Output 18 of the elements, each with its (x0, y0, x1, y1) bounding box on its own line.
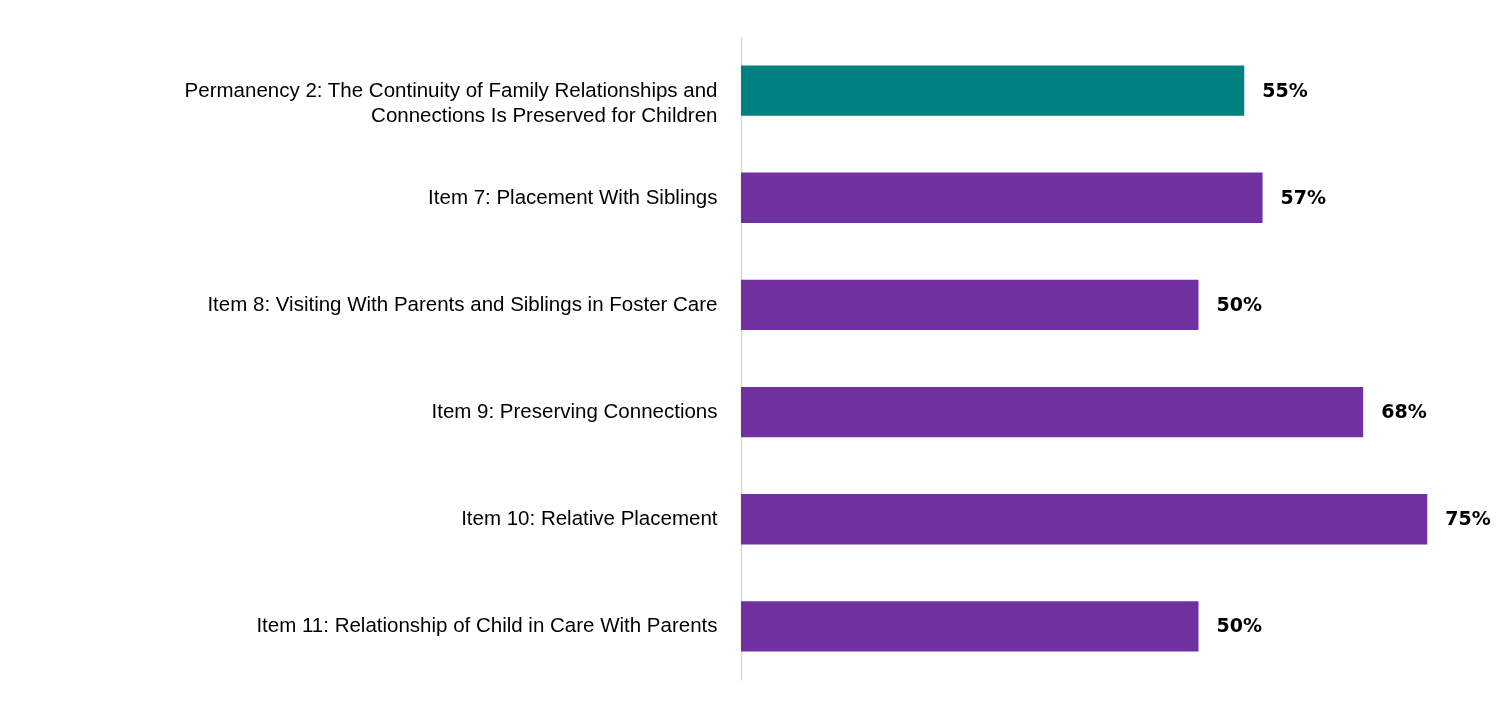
data-label: 75% (1445, 507, 1491, 530)
bar (741, 172, 1263, 223)
bar (741, 494, 1428, 545)
bar (741, 279, 1199, 331)
y-tick-label: Item 9: Preserving Connections (431, 399, 718, 423)
y-tick-label: Item 10: Relative Placement (461, 506, 718, 530)
data-label: 50% (1216, 292, 1262, 315)
y-tick-label: Item 8: Visiting With Parents and Siblings in Foster Care (207, 291, 718, 315)
data-label: 57% (1280, 185, 1327, 208)
y-tick-label: Item 11: Relationship of Child in Care With Parents (256, 613, 718, 637)
data-label: 68% (1381, 400, 1427, 423)
bar (741, 386, 1364, 438)
data-label: 55% (1262, 78, 1308, 101)
bar (741, 65, 1245, 116)
data-label: 50% (1216, 614, 1262, 637)
y-tick-label: Item 7: Placement With Siblings (428, 184, 718, 208)
y-tick-label: Permanency 2: The Continuity of Family Relationships and Connections Is Preserved for Children (184, 77, 718, 126)
bar (741, 601, 1199, 652)
